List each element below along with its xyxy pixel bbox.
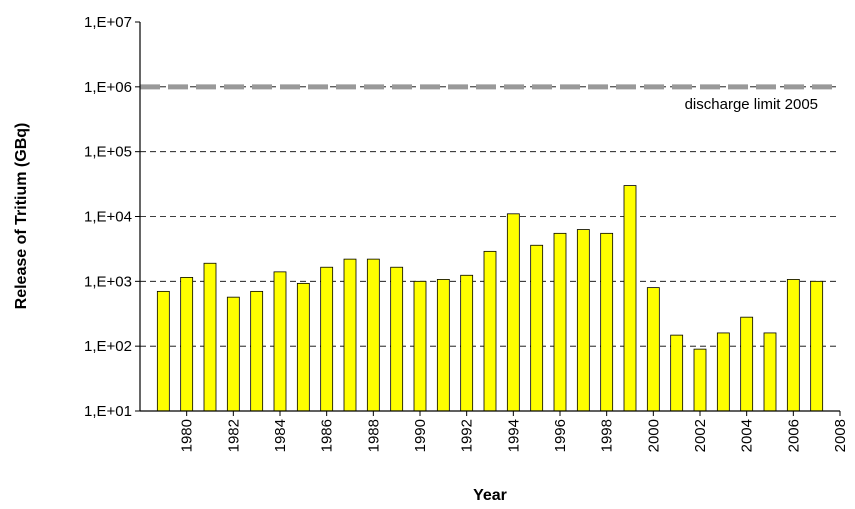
y-tick-label: 1,E+03 bbox=[84, 273, 132, 290]
reference-label: discharge limit 2005 bbox=[685, 96, 818, 113]
bar bbox=[670, 334, 684, 412]
x-tick-label: 1998 bbox=[599, 419, 616, 452]
bar bbox=[343, 258, 357, 412]
bar bbox=[716, 332, 730, 412]
bar bbox=[296, 282, 310, 412]
bar bbox=[786, 279, 800, 412]
bar bbox=[156, 290, 170, 412]
y-tick-label: 1,E+06 bbox=[84, 79, 132, 96]
bar bbox=[576, 229, 590, 412]
y-tick-label: 1,E+07 bbox=[84, 14, 132, 31]
bar bbox=[763, 332, 777, 412]
bar bbox=[226, 296, 240, 412]
x-tick-label: 2000 bbox=[645, 419, 662, 452]
bar bbox=[553, 232, 567, 412]
x-tick-label: 2004 bbox=[739, 419, 756, 452]
bar bbox=[180, 276, 194, 412]
bar bbox=[413, 280, 427, 412]
bar bbox=[810, 280, 824, 412]
x-tick-label: 1996 bbox=[552, 419, 569, 452]
bar bbox=[600, 232, 614, 412]
x-axis-title: Year bbox=[473, 487, 507, 504]
bar bbox=[366, 258, 380, 412]
x-tick-label: 2002 bbox=[692, 419, 709, 452]
y-tick-label: 1,E+02 bbox=[84, 338, 132, 355]
y-axis-title: Release of Tritium (GBq) bbox=[13, 123, 30, 310]
x-tick-label: 1986 bbox=[319, 419, 336, 452]
bar bbox=[460, 274, 474, 412]
bar bbox=[623, 185, 637, 412]
bar bbox=[250, 290, 264, 412]
bar bbox=[390, 266, 404, 412]
bar bbox=[740, 316, 754, 412]
y-tick-label: 1,E+01 bbox=[84, 403, 132, 420]
x-tick-label: 1990 bbox=[412, 419, 429, 452]
bar bbox=[203, 262, 217, 412]
bar bbox=[506, 213, 520, 412]
bar bbox=[483, 250, 497, 412]
x-tick-label: 1982 bbox=[225, 419, 242, 452]
x-tick-label: 2008 bbox=[832, 419, 849, 452]
y-tick-label: 1,E+04 bbox=[84, 209, 132, 226]
x-tick-label: 1984 bbox=[272, 419, 289, 452]
bar bbox=[320, 266, 334, 412]
bar bbox=[273, 271, 287, 412]
bar bbox=[436, 279, 450, 412]
x-tick-label: 1988 bbox=[365, 419, 382, 452]
bar bbox=[693, 348, 707, 412]
bar bbox=[646, 287, 660, 412]
x-tick-label: 1994 bbox=[505, 419, 522, 452]
x-tick-label: 1980 bbox=[179, 419, 196, 452]
x-tick-label: 1992 bbox=[459, 419, 476, 452]
y-tick-label: 1,E+05 bbox=[84, 144, 132, 161]
bar bbox=[530, 244, 544, 412]
x-tick-label: 2006 bbox=[785, 419, 802, 452]
